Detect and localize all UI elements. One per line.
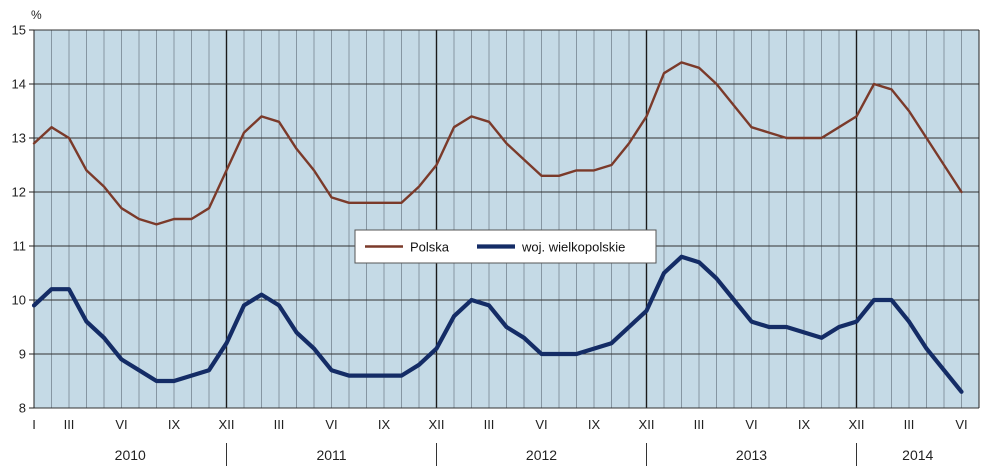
y-tick-label: 8 [19, 401, 26, 416]
x-tick-label: IX [378, 417, 391, 432]
legend-label-polska: Polska [410, 240, 450, 255]
x-tick-label: III [274, 417, 285, 432]
year-label: 2013 [736, 447, 767, 463]
x-tick-label: XII [639, 417, 655, 432]
series-line-wielkopolskie [31, 254, 964, 394]
x-tick-label: I [32, 417, 36, 432]
series-line-polska [32, 61, 963, 226]
y-tick-label: 11 [13, 239, 27, 254]
year-label: 2011 [316, 447, 346, 463]
y-axis: % 8 9 10 11 12 13 14 15 [12, 8, 42, 416]
year-label: 2014 [902, 447, 933, 463]
y-tick-label: 13 [12, 131, 26, 146]
year-label: 2012 [526, 447, 557, 463]
x-tick-label: XII [219, 417, 235, 432]
x-tick-label: III [484, 417, 495, 432]
legend-label-wielkopolskie: woj. wielkopolskie [521, 240, 625, 255]
x-axis: I III VI IX XII III VI IX XII III VI IX XII III VI IX XI… [32, 417, 968, 466]
series-lines [31, 61, 964, 394]
y-tick-label: 14 [12, 77, 26, 92]
x-tick-label: IX [168, 417, 181, 432]
x-tick-label: III [904, 417, 915, 432]
x-tick-label: XII [849, 417, 865, 432]
legend: Polska woj. wielkopolskie [354, 229, 657, 264]
y-tick-label: 15 [12, 23, 26, 38]
x-tick-label: III [64, 417, 75, 432]
x-tick-label: VI [115, 417, 127, 432]
y-axis-unit-label: % [31, 8, 42, 22]
x-tick-label: IX [798, 417, 811, 432]
x-tick-label: VI [325, 417, 337, 432]
x-tick-label: VI [745, 417, 757, 432]
y-tick-label: 9 [19, 347, 26, 362]
x-tick-label: IX [588, 417, 601, 432]
y-tick-label: 10 [12, 293, 26, 308]
x-tick-label: III [694, 417, 705, 432]
year-label: 2010 [115, 447, 146, 463]
x-tick-label: XII [429, 417, 445, 432]
y-tick-label: 12 [12, 185, 26, 200]
x-tick-label: VI [955, 417, 967, 432]
x-tick-label: VI [535, 417, 547, 432]
